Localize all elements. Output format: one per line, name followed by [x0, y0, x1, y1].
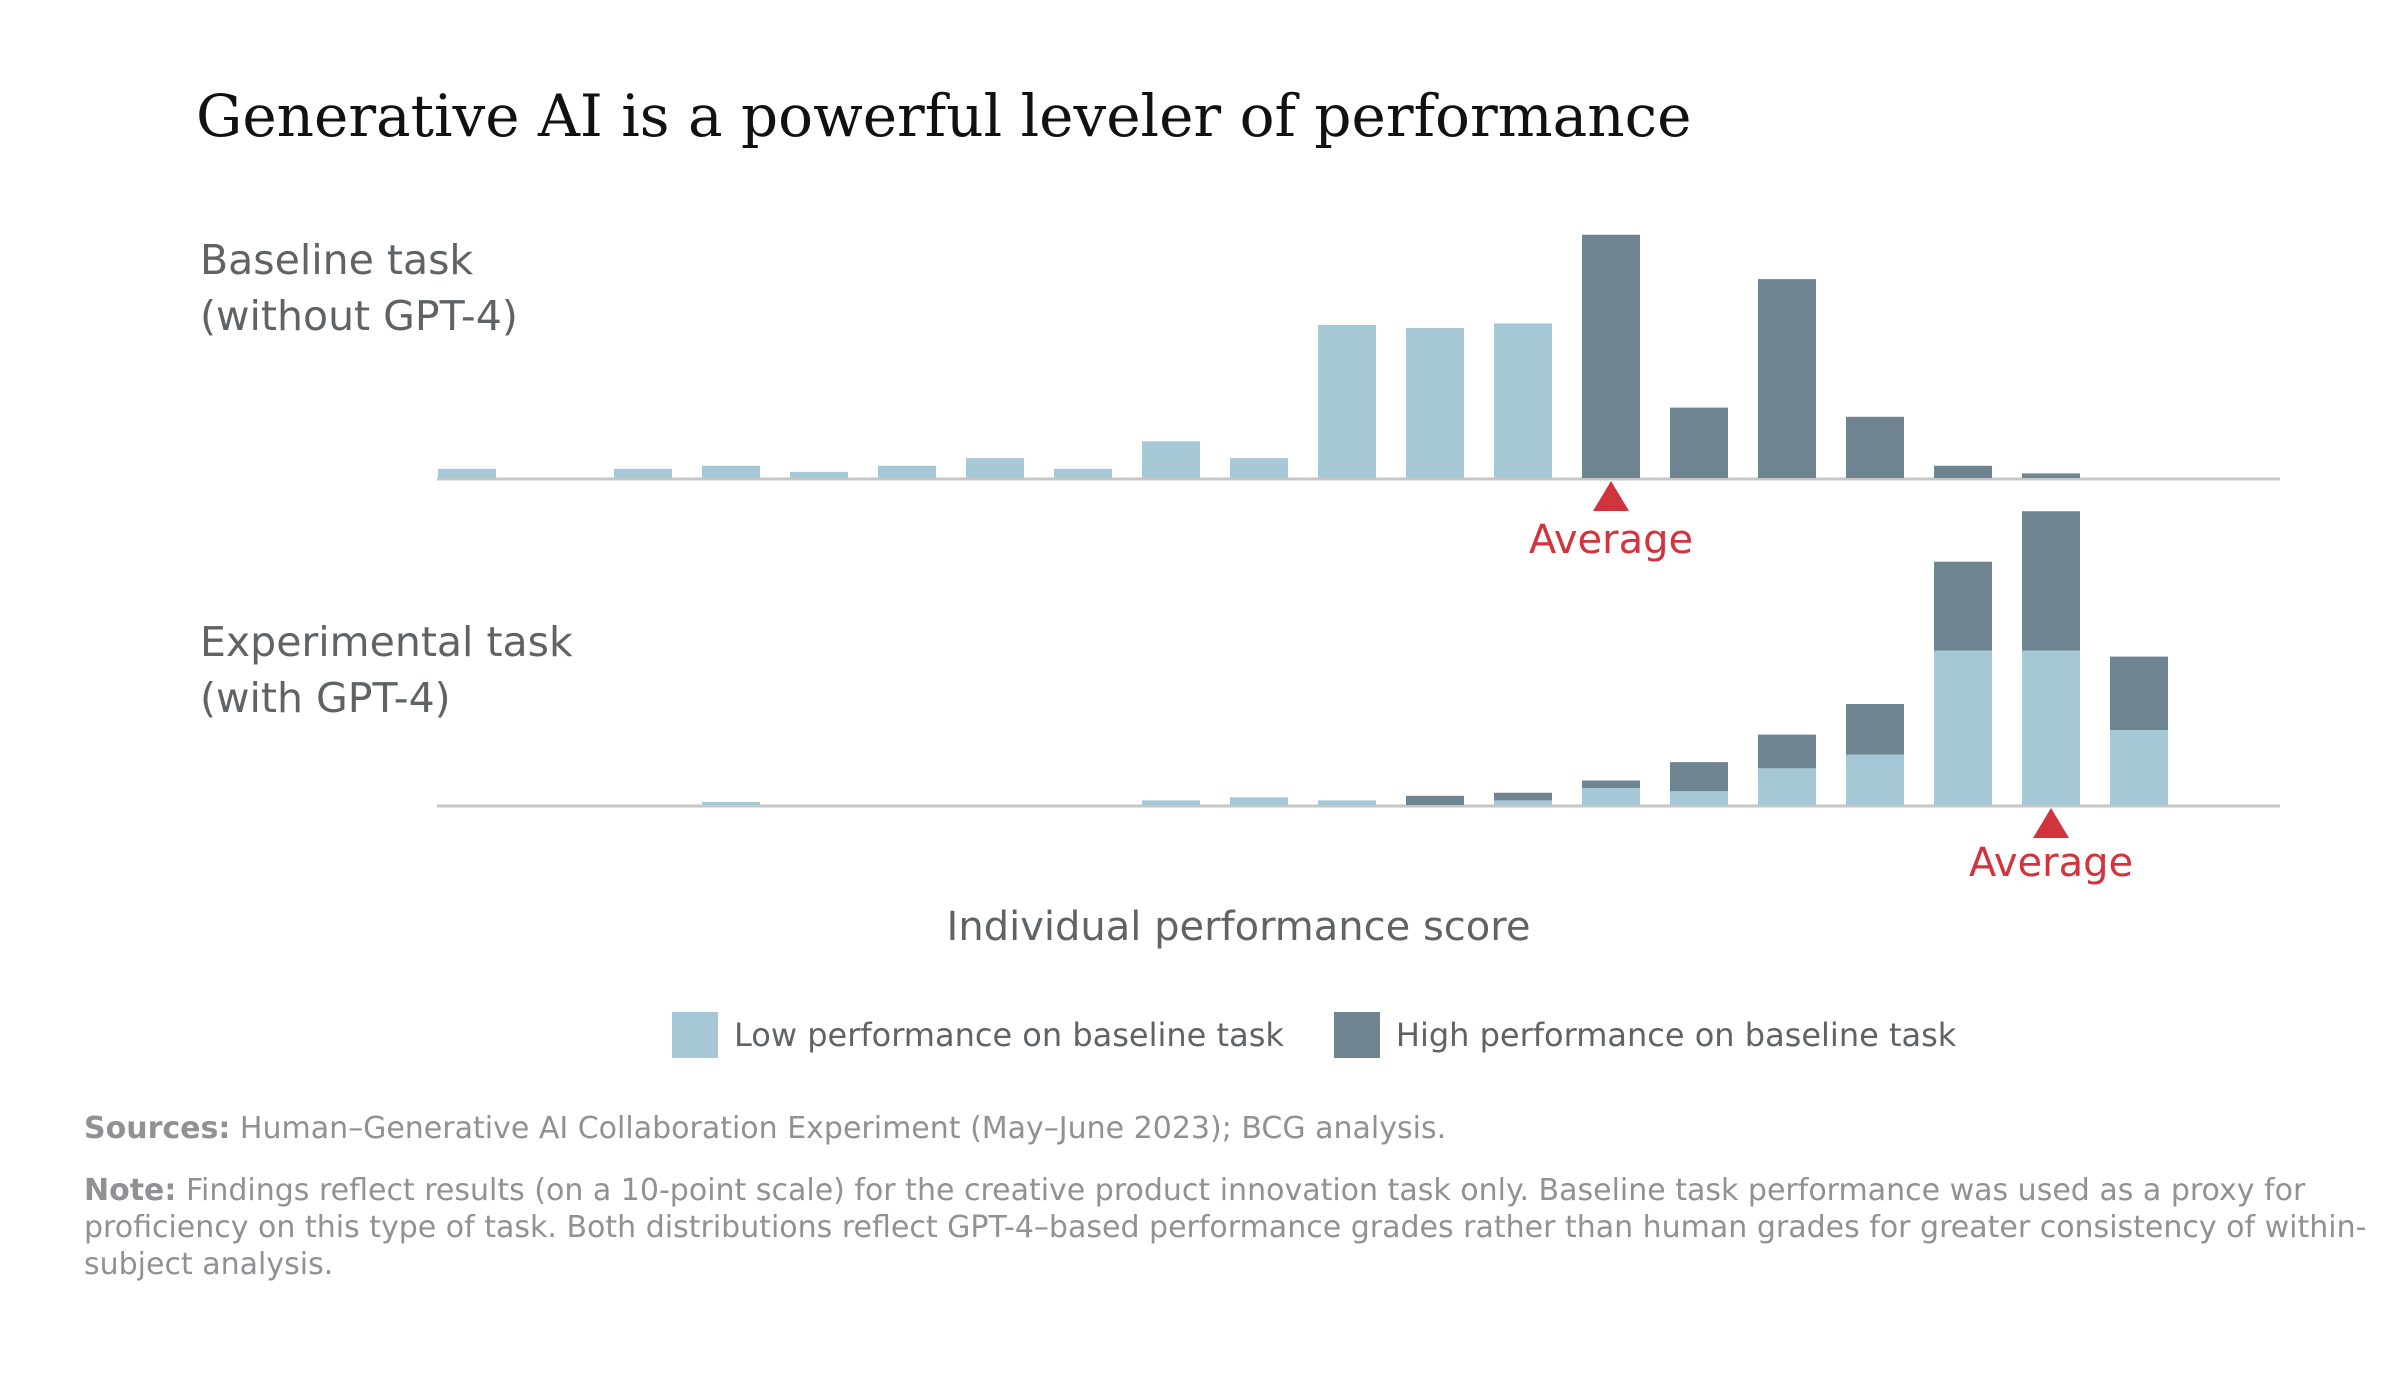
- baseline-bar-low-1: [438, 468, 496, 478]
- baseline-average-label: Average: [1529, 517, 1693, 563]
- baseline-bar-low-4: [702, 465, 760, 478]
- baseline-panel-label: Baseline task (without GPT-4): [200, 232, 518, 344]
- experimental-bar-low-13: [1494, 800, 1552, 805]
- experimental-bar-low-17: [1846, 754, 1904, 805]
- baseline-bar-low-7: [966, 458, 1024, 478]
- legend-swatch-high: [1333, 1012, 1380, 1058]
- note-footnote: Note: Findings reflect results (on a 10-…: [84, 1172, 2384, 1283]
- experimental-label-line1: Experimental task: [200, 618, 573, 666]
- experimental-bar-low-9: [1142, 800, 1200, 805]
- baseline-bar-low-11: [1318, 325, 1376, 478]
- experimental-bar-low-16: [1758, 768, 1816, 805]
- baseline-bar-low-8: [1054, 468, 1112, 478]
- chart-title: Generative AI is a powerful leveler of p…: [196, 82, 1692, 150]
- baseline-bar-low-3: [614, 468, 672, 478]
- note-text: Findings reflect results (on a 10-point …: [84, 1173, 2367, 1282]
- baseline-bar-low-12: [1406, 328, 1464, 478]
- experimental-bar-low-14: [1582, 788, 1640, 805]
- legend-swatch-low: [672, 1012, 718, 1058]
- experimental-panel-label: Experimental task (with GPT-4): [200, 614, 573, 726]
- experimental-bar-high-20: [2110, 656, 2168, 731]
- baseline-label-line1: Baseline task: [200, 236, 474, 284]
- baseline-bar-high-19: [2022, 473, 2080, 478]
- baseline-bar-high-15: [1670, 407, 1728, 478]
- baseline-bar-high-14: [1582, 234, 1640, 478]
- experimental-bar-high-17: [1846, 704, 1904, 755]
- sources-footnote: Sources: Human–Generative AI Collaborati…: [84, 1110, 2384, 1147]
- experimental-bar-high-12: [1406, 795, 1464, 805]
- sources-text: Human–Generative AI Collaboration Experi…: [230, 1111, 1447, 1146]
- experimental-bar-low-10: [1230, 797, 1288, 805]
- experimental-bar-high-15: [1670, 762, 1728, 792]
- baseline-bar-low-5: [790, 471, 848, 478]
- legend-label-high: High performance on baseline task: [1395, 1016, 1957, 1054]
- baseline-bar-high-18: [1934, 465, 1992, 478]
- legend-item-low: Low performance on baseline task: [672, 1012, 1284, 1058]
- baseline-bar-low-9: [1142, 441, 1200, 478]
- baseline-bar-high-16: [1758, 279, 1816, 478]
- baseline-bar-low-6: [878, 465, 936, 478]
- sources-prefix: Sources:: [84, 1111, 231, 1146]
- experimental-bar-high-18: [1934, 561, 1992, 651]
- baseline-average-marker: [1593, 481, 1629, 511]
- baseline-bar-low-13: [1494, 323, 1552, 478]
- experimental-bar-low-19: [2022, 650, 2080, 805]
- experimental-bar-low-11: [1318, 800, 1376, 805]
- chart-canvas: Average Average: [437, 234, 2280, 886]
- legend-item-high: High performance on baseline task: [1333, 1012, 1957, 1058]
- experimental-bar-high-19: [2022, 511, 2080, 651]
- experimental-average-marker: [2033, 808, 2069, 838]
- experimental-bar-low-15: [1670, 791, 1728, 805]
- experimental-bar-high-13: [1494, 792, 1552, 801]
- baseline-chart: Average: [437, 234, 2280, 563]
- legend-label-low: Low performance on baseline task: [734, 1016, 1284, 1054]
- experimental-bar-high-14: [1582, 780, 1640, 789]
- experimental-bar-low-20: [2110, 730, 2168, 805]
- experimental-label-line2: (with GPT-4): [200, 674, 451, 722]
- experimental-bar-low-4: [702, 801, 760, 805]
- baseline-label-line2: (without GPT-4): [200, 292, 518, 340]
- x-axis-label: Individual performance score: [946, 904, 1531, 950]
- note-prefix: Note:: [84, 1173, 177, 1208]
- experimental-bar-low-18: [1934, 650, 1992, 805]
- experimental-average-label: Average: [1969, 840, 2133, 886]
- baseline-bar-high-17: [1846, 416, 1904, 478]
- experimental-bar-high-16: [1758, 734, 1816, 769]
- legend: Low performance on baseline task High pe…: [672, 1012, 2006, 1058]
- experimental-chart: Average: [437, 511, 2280, 886]
- baseline-bar-low-10: [1230, 458, 1288, 478]
